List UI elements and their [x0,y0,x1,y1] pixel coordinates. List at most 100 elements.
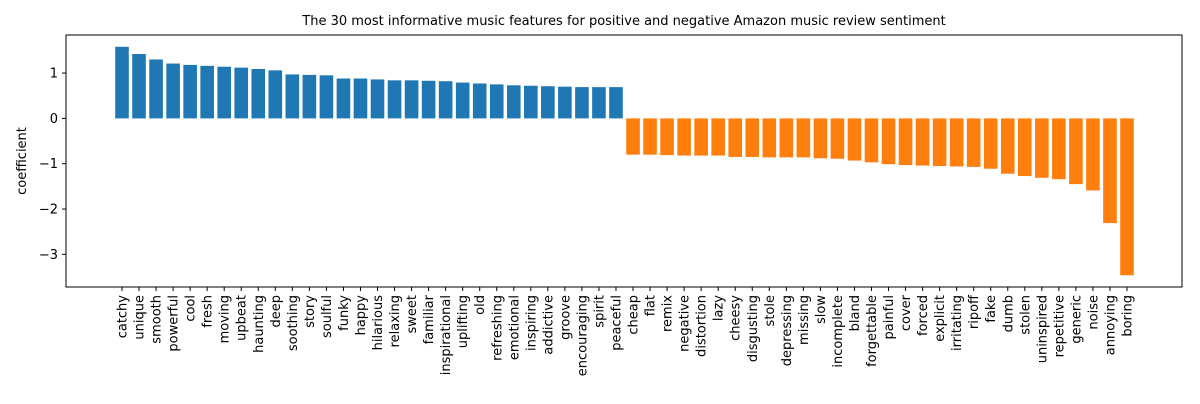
chart-title: The 30 most informative music features f… [301,14,945,29]
x-tick-label: remix [661,295,676,332]
x-tick-label: forced [916,295,931,336]
bar-cool [183,64,197,119]
x-tick-label: groove [558,295,573,340]
x-tick-label: uplifting [456,295,471,348]
bar-soothing [285,74,300,119]
bar-fake [983,118,998,169]
x-tick-label: painful [882,295,897,340]
x-tick-label: upbeat [235,295,250,341]
bar-annoying [1103,118,1117,224]
bar-emotional [506,85,521,119]
x-tick-label: repetitive [1052,295,1067,357]
x-tick-label: cheap [627,295,642,335]
x-tick-label: relaxing [388,295,403,347]
x-tick-label: bland [848,295,863,331]
bar-negative [677,118,691,156]
y-tick-label: −2 [39,203,58,218]
x-tick-label: flat [644,295,659,316]
bar-inspirational [438,81,453,119]
bar-explicit [932,118,947,166]
bar-story [302,74,317,119]
bar-relaxing [387,80,402,119]
bar-noise [1086,118,1100,191]
bar-catchy [115,46,129,119]
bar-generic [1069,118,1083,185]
y-tick-label: −1 [39,157,58,172]
x-tick-label: forgettable [865,295,880,367]
bar-old [472,83,487,119]
x-tick-label: missing [797,295,812,345]
bar-moving [217,66,231,119]
bar-inspiring [524,85,538,119]
x-tick-label: distortion [695,295,710,357]
x-tick-label: deep [269,295,284,328]
x-axis: catchy unique smooth powerful cool fresh movin… [116,287,1136,376]
x-tick-label: encouraging [575,295,590,376]
bar-remix [660,118,674,156]
x-tick-label: ripoff [967,294,982,329]
x-tick-label: soothing [286,295,301,351]
x-tick-label: annoying [1103,295,1118,355]
x-tick-label: hilarious [371,295,386,351]
plot-frame [65,34,1183,288]
x-tick-label: familiar [422,294,437,344]
bar-dumb [1000,118,1015,174]
bar-cover [898,118,913,166]
bar-irritating [949,118,964,167]
bar-incomplete [830,118,845,159]
bar-uninspired [1035,118,1049,178]
bar-addictive [541,86,555,119]
bar-ripoff [966,118,981,167]
bar-cheap [626,118,640,155]
bar-unique [132,54,146,119]
bar-forced [915,118,930,166]
bar-cheesy [728,118,743,157]
bar-distortion [694,118,708,156]
x-tick-label: lazy [712,295,727,321]
x-tick-label: incomplete [831,295,846,368]
bar-lazy [711,118,725,156]
x-tick-label: stolen [1018,295,1033,335]
bar-stolen [1018,118,1032,176]
x-tick-label: fresh [201,295,216,328]
x-tick-label: disgusting [746,295,761,362]
bar-smooth [149,59,163,119]
bar-flat [643,118,657,155]
x-tick-label: spirit [592,295,607,328]
x-tick-label: cheesy [729,295,744,341]
y-tick-label: −3 [39,248,58,263]
bar-bland [847,118,862,161]
bar-funky [336,78,351,119]
x-tick-label: cool [184,295,199,322]
bar-forgettable [864,118,879,163]
bar-peaceful [609,87,623,119]
x-tick-label: sweet [405,295,420,334]
x-tick-label: story [303,295,318,328]
x-tick-label: old [473,295,488,315]
x-tick-label: refreshing [490,295,505,361]
bar-spirit [592,87,606,119]
y-axis-label: coefficient [15,127,30,195]
bar-upbeat [234,67,249,119]
bar-soulful [319,75,334,119]
x-tick-label: inspiring [524,295,539,351]
x-tick-label: negative [678,295,693,352]
x-tick-label: peaceful [609,295,624,351]
bar-hilarious [370,79,385,119]
x-tick-label: stole [763,295,778,326]
bar-slow [813,118,828,159]
x-tick-label: smooth [150,295,165,344]
bar-disgusting [745,118,760,157]
bar-missing [796,118,811,158]
x-tick-label: unique [133,295,148,340]
x-tick-label: generic [1069,295,1084,344]
x-tick-label: dumb [1001,295,1016,332]
bar-sweet [404,80,419,119]
x-tick-label: catchy [116,295,131,339]
x-tick-label: happy [354,295,369,336]
y-tick-label: 0 [50,112,58,127]
bar-boring [1120,118,1134,276]
x-tick-label: powerful [167,295,182,352]
x-tick-label: fake [984,295,999,323]
